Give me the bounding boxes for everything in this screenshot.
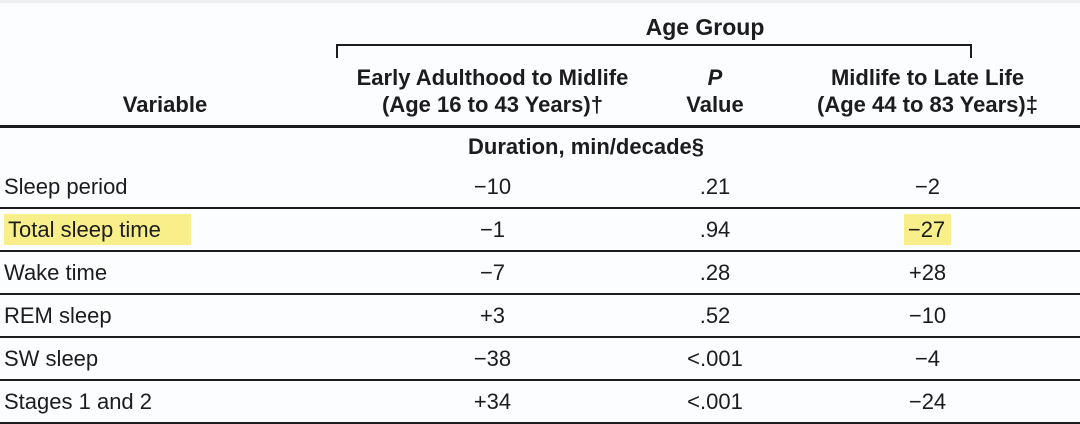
cell-pvalue: .28 [655,251,775,295]
sleep-duration-table: Age Group Variable Early Adulthood to Mi… [0,3,1080,424]
column-header-late-line2: (Age 44 to 83 Years)‡ [817,92,1038,117]
column-header-late-line1: Midlife to Late Life [830,65,1025,90]
table-title: Age Group [645,14,765,40]
column-header-midlife: Midlife to Late Life (Age 44 to 83 Years… [775,58,1080,128]
cell-pvalue: .21 [655,166,775,209]
cell-pvalue: .94 [655,208,775,252]
row-label: REM sleep [0,294,330,338]
cell-late: −27 [775,208,1080,252]
column-header-row: Variable Early Adulthood to Midlife (Age… [0,58,1080,128]
row-label: SW sleep [0,337,330,381]
table-row: Sleep period −10 .21 −2 [0,166,1080,209]
cell-pvalue: .52 [655,294,775,338]
row-label: Stages 1 and 2 [0,380,330,424]
column-header-p-line2: Value [686,92,744,117]
table-row: REM sleep +3 .52 −10 [0,294,1080,338]
cell-pvalue: <.001 [655,337,775,381]
spanner-cell: Age Group [330,3,1080,58]
column-header-early-line2: (Age 16 to 43 Years)† [382,92,603,117]
row-label: Sleep period [0,166,330,209]
table-row-highlighted: Total sleep time −1 .94 −27 [0,208,1080,252]
cell-late: −24 [775,380,1080,424]
cell-late: +28 [775,251,1080,295]
highlight-late-value: −27 [903,213,952,245]
column-header-early-adulthood: Early Adulthood to Midlife (Age 16 to 43… [330,58,655,128]
cell-early: +34 [330,380,655,424]
table-row: Wake time −7 .28 +28 [0,251,1080,295]
cell-early: −1 [330,208,655,252]
cell-late: −4 [775,337,1080,381]
column-header-early-line1: Early Adulthood to Midlife [356,65,629,90]
cell-late: −10 [775,294,1080,338]
column-header-variable: Variable [0,58,330,128]
row-label: Wake time [0,251,330,295]
table-row: Stages 1 and 2 +34 <.001 −24 [0,380,1080,424]
column-header-p-line1: P [707,65,723,90]
section-header-row: Duration, min/decade§ [0,127,1080,167]
spanner-row: Age Group [0,3,1080,58]
spanner-spacer [0,3,330,58]
cell-early: +3 [330,294,655,338]
cell-early: −10 [330,166,655,209]
section-header: Duration, min/decade§ [468,134,704,159]
row-label: Total sleep time [0,208,330,252]
cell-early: −7 [330,251,655,295]
cell-early: −38 [330,337,655,381]
column-header-pvalue: P Value [655,58,775,128]
highlight-row-label: Total sleep time [4,213,191,245]
bracket-line [336,44,973,58]
cell-late: −2 [775,166,1080,209]
table-row: SW sleep −38 <.001 −4 [0,337,1080,381]
cell-pvalue: <.001 [655,380,775,424]
